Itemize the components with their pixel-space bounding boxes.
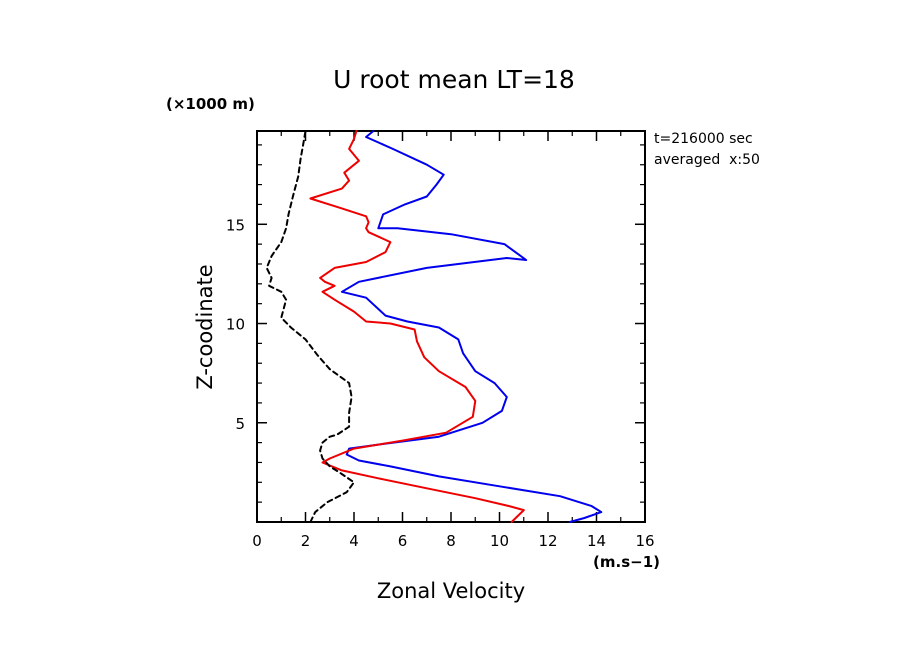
x-tick-label: 12 xyxy=(538,532,557,550)
y-axis-unit: (×1000 m) xyxy=(166,95,255,113)
y-tick-labels: 5 10 15 xyxy=(226,216,245,432)
y-axis-label: Z-coodinate xyxy=(193,264,217,389)
x-tick-label: 0 xyxy=(252,532,262,550)
annotation-averaged: averaged x:50 xyxy=(654,152,760,168)
x-tick-label: 6 xyxy=(398,532,408,550)
x-tick-label: 4 xyxy=(349,532,359,550)
x-tick-label: 2 xyxy=(301,532,311,550)
series-layer xyxy=(265,130,603,523)
x-tick-labels: 0 2 4 6 8 10 12 14 16 xyxy=(252,532,654,550)
y-tick-label: 5 xyxy=(235,415,245,433)
y-tick-label: 10 xyxy=(226,316,245,334)
x-axis-label: Zonal Velocity xyxy=(377,579,525,603)
x-tick-label: 14 xyxy=(587,532,606,550)
x-tick-label: 10 xyxy=(490,532,509,550)
plot-frame xyxy=(256,130,646,523)
annotation-time: t=216000 sec xyxy=(654,131,753,147)
chart-title: U root mean LT=18 xyxy=(333,65,575,94)
axis-ticks xyxy=(257,131,645,522)
series-line-1 xyxy=(340,130,603,523)
series-line-3 xyxy=(265,130,355,523)
x-axis-unit: (m.s−1) xyxy=(593,553,660,571)
y-tick-label: 15 xyxy=(226,216,245,234)
x-tick-label: 8 xyxy=(446,532,456,550)
x-tick-label: 16 xyxy=(635,532,654,550)
series-line-2 xyxy=(309,130,525,523)
